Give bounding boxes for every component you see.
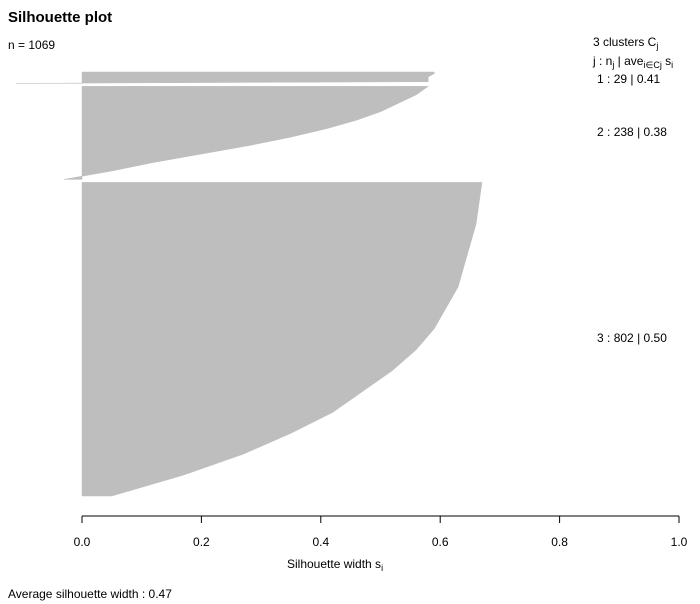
x-tick-label: 0.0 (74, 535, 91, 549)
separator: : (604, 331, 614, 345)
cluster-average: 0.50 (644, 331, 668, 345)
cluster-label: 3 : 802 | 0.50 (597, 331, 667, 345)
text-part: 3 clusters C (593, 35, 657, 49)
cluster-size: 238 (614, 125, 634, 139)
cluster-label: 2 : 238 | 0.38 (597, 125, 667, 139)
subscript: i (381, 563, 383, 573)
cluster-id: 1 (597, 72, 604, 86)
separator: | (634, 125, 644, 139)
cluster-label: 1 : 29 | 0.41 (597, 72, 661, 86)
subtitle: n = 1069 (8, 38, 55, 52)
chart-title: Silhouette plot (8, 9, 112, 26)
silhouette-area (64, 86, 430, 180)
silhouette-area (16, 71, 435, 84)
text-part: Silhouette width s (287, 557, 381, 571)
x-tick-label: 0.6 (432, 535, 449, 549)
subscript: j (611, 60, 614, 70)
subscript: i (671, 60, 673, 70)
cluster (81, 182, 483, 497)
cluster-average: 0.41 (637, 72, 661, 86)
legend-header: j : nj | avei∈Cj si (592, 54, 673, 70)
separator: : (604, 125, 614, 139)
silhouette-area (81, 182, 483, 497)
footer: Average silhouette width : 0.47 (8, 587, 172, 601)
text-part: j : n (592, 54, 612, 68)
legend-title: 3 clusters Cj (593, 35, 658, 51)
separator: | (627, 72, 637, 86)
x-tick-label: 0.2 (193, 535, 210, 549)
x-tick-label: 0.4 (312, 535, 329, 549)
cluster-id: 2 (597, 125, 604, 139)
cluster (16, 71, 435, 84)
text-part: s (662, 54, 671, 68)
cluster-average: 0.38 (644, 125, 668, 139)
x-tick-label: 0.8 (551, 535, 568, 549)
subscript: i∈Cj (643, 60, 661, 70)
x-tick-label: 1.0 (671, 535, 688, 549)
cluster-size: 29 (614, 72, 628, 86)
subscript: j (655, 41, 658, 51)
cluster (64, 86, 430, 180)
cluster-size: 802 (614, 331, 634, 345)
cluster-id: 3 (597, 331, 604, 345)
separator: | (634, 331, 644, 345)
x-axis-label: Silhouette width si (287, 557, 383, 573)
text-part: | ave (614, 54, 643, 68)
separator: : (604, 72, 614, 86)
